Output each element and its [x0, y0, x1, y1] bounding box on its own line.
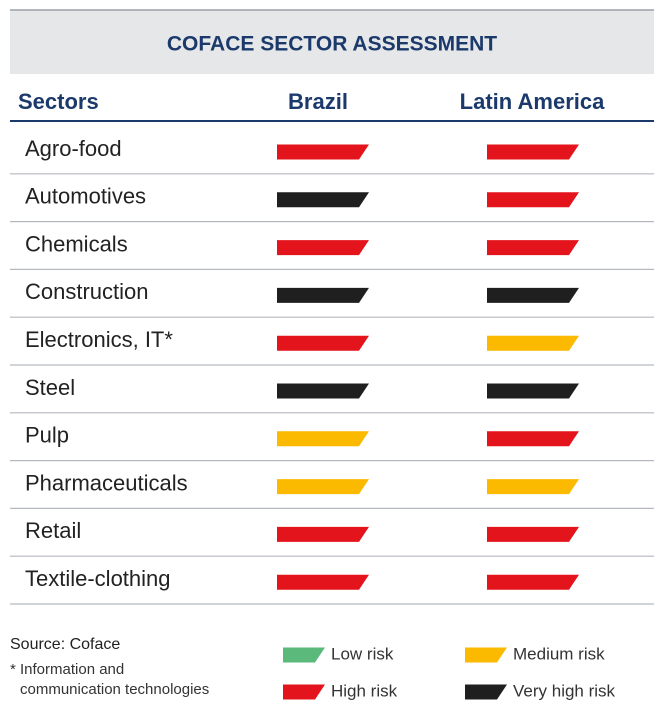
legend-label: Medium risk — [513, 644, 605, 663]
sector-name: Automotives — [25, 184, 146, 209]
risk-marker — [487, 479, 579, 495]
legend-swatch — [465, 684, 507, 700]
title-band — [10, 10, 654, 74]
title: COFACE SECTOR ASSESSMENT — [167, 33, 497, 56]
risk-marker — [277, 287, 369, 303]
risk-marker — [277, 240, 369, 256]
sector-name: Electronics, IT* — [25, 327, 173, 352]
risk-marker — [277, 574, 369, 590]
sector-name: Steel — [25, 375, 75, 400]
risk-marker — [487, 383, 579, 399]
risk-marker — [277, 526, 369, 542]
risk-marker — [277, 431, 369, 447]
risk-marker — [277, 192, 369, 208]
legend-label: High risk — [331, 681, 398, 700]
legend-swatch — [465, 647, 507, 663]
footnote: * Information and — [10, 661, 124, 678]
column-header: Sectors — [18, 89, 99, 114]
sector-name: Textile-clothing — [25, 566, 171, 591]
risk-marker — [487, 574, 579, 590]
risk-marker — [487, 335, 579, 351]
sector-name: Construction — [25, 279, 149, 304]
column-header: Brazil — [288, 89, 348, 114]
legend-swatch — [283, 684, 325, 700]
risk-marker — [487, 526, 579, 542]
source: Source: Coface — [10, 636, 120, 653]
risk-marker — [277, 335, 369, 351]
risk-marker — [277, 383, 369, 399]
legend-swatch — [283, 647, 325, 663]
sector-name: Retail — [25, 518, 81, 543]
risk-marker — [277, 479, 369, 495]
risk-marker — [487, 192, 579, 208]
sector-name: Pulp — [25, 423, 69, 448]
column-header: Latin America — [460, 89, 605, 114]
sector-name: Agro-food — [25, 136, 122, 161]
risk-marker — [487, 144, 579, 160]
legend-label: Low risk — [331, 644, 394, 663]
risk-marker — [487, 431, 579, 447]
sector-name: Pharmaceuticals — [25, 470, 188, 495]
risk-marker — [487, 240, 579, 256]
risk-marker — [277, 144, 369, 160]
risk-marker — [487, 287, 579, 303]
legend-label: Very high risk — [513, 681, 616, 700]
sector-name: Chemicals — [25, 231, 128, 256]
footnote: communication technologies — [20, 681, 209, 698]
